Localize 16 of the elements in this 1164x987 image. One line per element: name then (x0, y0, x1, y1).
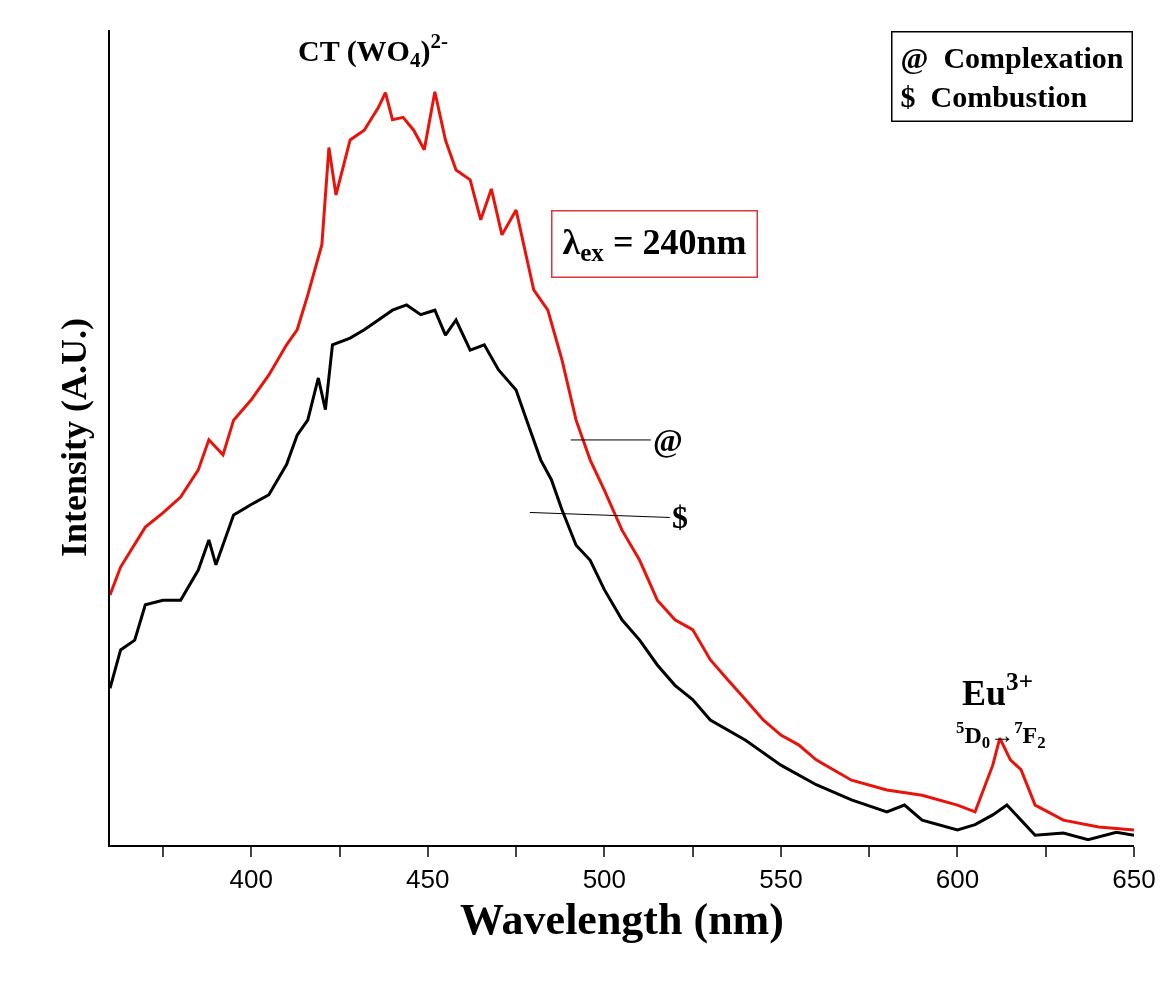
x-tick-label: 400 (229, 864, 273, 895)
text: CT (WO$_{4}$)$^{2-}$ (298, 29, 448, 72)
annotation: @ (653, 422, 683, 458)
x-axis-title: Wavelength (nm) (460, 895, 784, 944)
x-tick-label: 550 (759, 864, 803, 895)
annotation: Eu$^{3+}$ (962, 668, 1033, 714)
annotation: λ$_{ex}$ = 240nm (562, 221, 747, 267)
text: @ Complexation (900, 40, 1124, 74)
x-tick-label: 450 (406, 864, 450, 895)
annotation: $ (672, 499, 688, 535)
x-tick-label: 500 (582, 864, 627, 895)
annotation: $^{5}$D$_{0}$→$^{7}$F$_{2}$ (956, 718, 1046, 753)
x-tick-label: 600 (935, 864, 980, 895)
x-tick-label: 650 (1112, 864, 1156, 895)
y-axis-title: Intensity (A.U.) (54, 318, 95, 557)
annotation: $ Combustion (900, 79, 1088, 113)
